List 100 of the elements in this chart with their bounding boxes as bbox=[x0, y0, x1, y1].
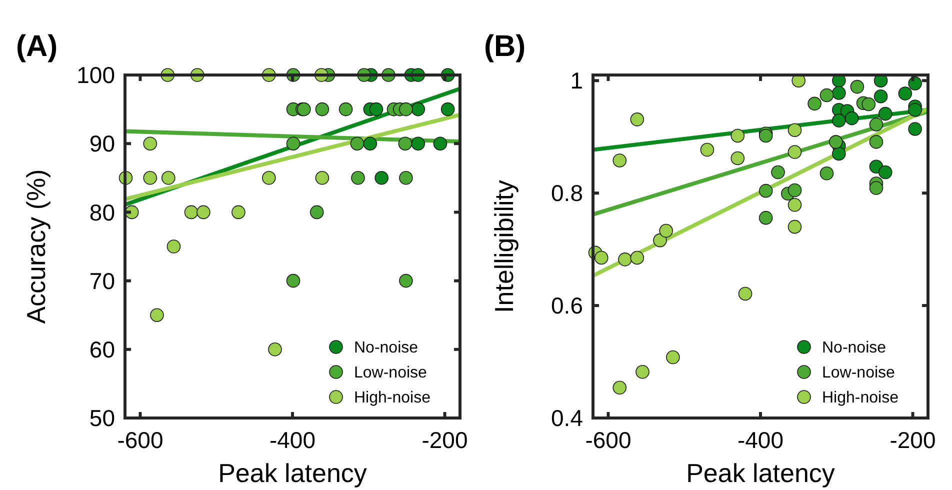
y-tick-label: 80 bbox=[89, 199, 115, 226]
point bbox=[399, 102, 413, 116]
point bbox=[832, 86, 846, 100]
legend-label: High-noise bbox=[822, 390, 899, 407]
legend-label: Low-noise bbox=[822, 364, 896, 382]
point bbox=[286, 274, 300, 288]
point bbox=[286, 136, 300, 150]
point bbox=[758, 184, 773, 198]
point bbox=[850, 80, 864, 94]
point bbox=[771, 165, 785, 180]
point bbox=[832, 146, 846, 161]
point bbox=[878, 165, 892, 180]
point bbox=[351, 171, 365, 185]
point bbox=[162, 171, 176, 185]
point bbox=[869, 181, 884, 195]
legend-label: Low-noise bbox=[354, 364, 428, 382]
y-tick-label: 100 bbox=[76, 62, 115, 88]
legend-label: High-noise bbox=[354, 390, 431, 407]
y-tick-label: 90 bbox=[89, 130, 115, 157]
point bbox=[878, 106, 892, 121]
point bbox=[820, 88, 834, 102]
point bbox=[788, 123, 802, 138]
point bbox=[898, 86, 912, 100]
point bbox=[659, 224, 673, 238]
point bbox=[874, 89, 888, 104]
y-tick-label: 0.6 bbox=[551, 292, 583, 319]
point bbox=[908, 76, 922, 90]
point bbox=[630, 250, 644, 265]
point bbox=[262, 171, 276, 185]
point bbox=[758, 210, 773, 225]
legend-label: No-noise bbox=[354, 340, 418, 357]
point bbox=[338, 102, 353, 116]
point bbox=[166, 240, 181, 254]
point bbox=[730, 151, 745, 166]
point bbox=[594, 250, 608, 265]
point bbox=[738, 286, 752, 301]
chart-title: (B) bbox=[484, 30, 526, 63]
point bbox=[310, 205, 324, 220]
point bbox=[374, 171, 388, 185]
point bbox=[268, 342, 282, 356]
x-tick-label: -600 bbox=[117, 427, 164, 453]
point bbox=[630, 112, 644, 126]
point bbox=[612, 154, 627, 168]
point bbox=[363, 136, 378, 150]
y-tick-label: 50 bbox=[89, 405, 115, 432]
point bbox=[908, 122, 922, 136]
point bbox=[636, 364, 650, 379]
point bbox=[369, 102, 384, 116]
point bbox=[832, 114, 846, 128]
point bbox=[196, 205, 210, 220]
point bbox=[150, 308, 164, 322]
point bbox=[350, 136, 364, 150]
point bbox=[399, 171, 413, 185]
x-tick-label: -200 bbox=[890, 427, 936, 453]
point bbox=[315, 171, 330, 185]
x-tick-label: -400 bbox=[269, 427, 316, 453]
point bbox=[618, 252, 632, 266]
point bbox=[700, 142, 714, 157]
point bbox=[788, 220, 802, 234]
y-axis-title: Intelligibility bbox=[489, 180, 519, 313]
y-axis-title: Accuracy (%) bbox=[21, 169, 51, 324]
point bbox=[440, 102, 455, 116]
x-axis-title: Peak latency bbox=[218, 458, 367, 488]
x-tick-label: -400 bbox=[737, 427, 784, 453]
y-tick-label: 1 bbox=[570, 68, 583, 94]
point bbox=[808, 96, 822, 111]
point bbox=[869, 135, 884, 149]
legend-label: No-noise bbox=[822, 340, 886, 357]
y-tick-label: 0.4 bbox=[551, 405, 584, 432]
point bbox=[828, 135, 843, 149]
point bbox=[788, 145, 802, 159]
point bbox=[232, 205, 246, 220]
point bbox=[315, 102, 330, 116]
point bbox=[433, 136, 448, 150]
point bbox=[862, 97, 876, 112]
point bbox=[788, 198, 802, 212]
point bbox=[666, 350, 680, 364]
point bbox=[788, 183, 802, 198]
x-tick-label: -600 bbox=[585, 427, 632, 453]
point bbox=[820, 166, 834, 180]
x-tick-label: -200 bbox=[422, 427, 468, 453]
point bbox=[398, 136, 412, 150]
point bbox=[411, 136, 426, 150]
point bbox=[399, 274, 413, 288]
point bbox=[653, 233, 667, 248]
point bbox=[612, 380, 627, 395]
point bbox=[143, 136, 158, 150]
point bbox=[908, 102, 922, 117]
point bbox=[730, 128, 745, 143]
point bbox=[869, 118, 884, 132]
point bbox=[184, 205, 198, 220]
point bbox=[411, 102, 426, 116]
y-tick-label: 60 bbox=[89, 336, 115, 362]
point bbox=[844, 111, 859, 126]
chart-title: (A) bbox=[16, 30, 58, 63]
point bbox=[758, 128, 773, 143]
y-tick-label: 70 bbox=[89, 268, 115, 294]
x-axis-title: Peak latency bbox=[686, 458, 835, 488]
point bbox=[143, 171, 158, 185]
y-tick-label: 0.8 bbox=[551, 180, 583, 206]
